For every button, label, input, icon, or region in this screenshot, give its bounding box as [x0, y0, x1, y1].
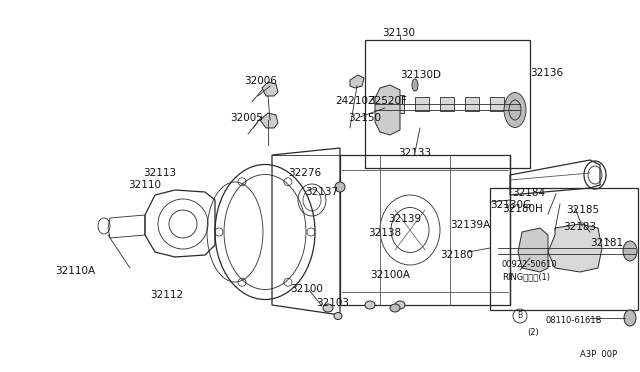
Text: 32184: 32184 — [512, 188, 545, 198]
Text: 32180H: 32180H — [502, 204, 543, 214]
Text: 32100: 32100 — [290, 284, 323, 294]
Ellipse shape — [504, 93, 526, 128]
Polygon shape — [465, 97, 479, 111]
Polygon shape — [415, 97, 429, 111]
Text: 32150: 32150 — [348, 113, 381, 123]
Text: 32130: 32130 — [382, 28, 415, 38]
Polygon shape — [440, 97, 454, 111]
Ellipse shape — [323, 304, 333, 312]
Text: 32103: 32103 — [316, 298, 349, 308]
Bar — [490, 188, 638, 310]
Bar — [365, 40, 530, 168]
Text: 32138: 32138 — [368, 228, 401, 238]
Text: A3P  00P: A3P 00P — [580, 350, 617, 359]
Text: 32139: 32139 — [388, 214, 421, 224]
Text: 32113: 32113 — [143, 168, 176, 178]
Text: 32181: 32181 — [590, 238, 623, 248]
Text: 32520F: 32520F — [368, 96, 407, 106]
Polygon shape — [518, 228, 548, 272]
Text: 24210Z: 24210Z — [335, 96, 375, 106]
Text: 32276: 32276 — [288, 168, 321, 178]
Text: RINGリング(1): RINGリング(1) — [502, 272, 550, 281]
Text: 32005: 32005 — [230, 113, 263, 123]
Polygon shape — [490, 97, 504, 111]
Text: 32006: 32006 — [244, 76, 277, 86]
Text: (2): (2) — [527, 328, 539, 337]
Text: 32100A: 32100A — [370, 270, 410, 280]
Text: 08110-6161B: 08110-6161B — [545, 316, 602, 325]
Ellipse shape — [623, 241, 637, 261]
Text: 32139A: 32139A — [450, 220, 490, 230]
Polygon shape — [260, 113, 278, 128]
Text: 32136: 32136 — [530, 68, 563, 78]
Text: B: B — [517, 311, 523, 321]
Text: 00922-50610: 00922-50610 — [502, 260, 557, 269]
Text: 32112: 32112 — [150, 290, 183, 300]
Polygon shape — [375, 85, 400, 135]
Text: 32110: 32110 — [128, 180, 161, 190]
Ellipse shape — [395, 301, 405, 309]
Text: 32185: 32185 — [566, 205, 599, 215]
Ellipse shape — [390, 304, 400, 312]
Text: 32133: 32133 — [398, 148, 431, 158]
Polygon shape — [390, 95, 404, 113]
Ellipse shape — [334, 312, 342, 320]
Text: 32110A: 32110A — [55, 266, 95, 276]
Text: 32137: 32137 — [305, 187, 338, 197]
Ellipse shape — [624, 310, 636, 326]
Text: 32130D: 32130D — [400, 70, 441, 80]
Polygon shape — [548, 224, 602, 272]
Text: 32183: 32183 — [563, 222, 596, 232]
Text: 32130G: 32130G — [490, 200, 531, 210]
Polygon shape — [350, 75, 364, 88]
Ellipse shape — [412, 79, 418, 91]
Text: 32180: 32180 — [440, 250, 473, 260]
Circle shape — [335, 182, 345, 192]
Ellipse shape — [365, 301, 375, 309]
Polygon shape — [262, 82, 278, 96]
